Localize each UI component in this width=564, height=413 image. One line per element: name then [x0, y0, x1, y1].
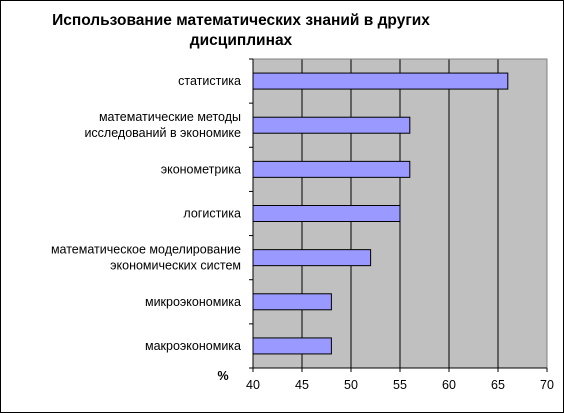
x-tick-label: 50 [344, 378, 358, 392]
category-label: логистика [183, 207, 241, 221]
bar [252, 205, 401, 222]
category-label: эконометрика [161, 162, 241, 176]
category-label: экономических систем [110, 259, 241, 273]
bar [252, 293, 332, 311]
x-tick-label: 55 [393, 378, 407, 392]
category-label: исследований в экономике [84, 126, 241, 140]
x-tick-label: 60 [442, 378, 456, 392]
x-tick-label: 65 [491, 378, 505, 392]
chart-title: Использование математических знаний в др… [52, 12, 430, 49]
bar [252, 337, 332, 355]
bar [252, 72, 509, 90]
category-label: математические методы [99, 110, 241, 124]
category-label: математическое моделирование [51, 243, 241, 257]
bar [252, 249, 372, 267]
category-label: микроэкономика [145, 295, 241, 309]
bar [252, 160, 411, 178]
x-axis-label: % [217, 369, 228, 383]
x-tick-label: 70 [540, 378, 554, 392]
x-tick-label: 40 [246, 378, 260, 392]
category-label: статистика [178, 74, 241, 88]
category-label: макроэкономика [145, 339, 241, 353]
x-tick-label: 45 [295, 378, 309, 392]
bar [252, 116, 411, 134]
